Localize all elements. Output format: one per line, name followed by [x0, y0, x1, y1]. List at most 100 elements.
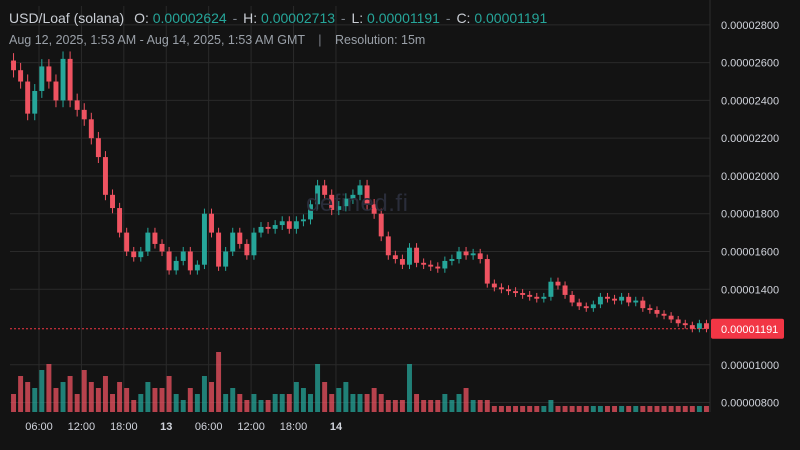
volume-bar — [343, 382, 349, 412]
candle-body — [74, 100, 80, 110]
volume-bar — [81, 370, 87, 412]
candle-body — [60, 58, 66, 101]
volume-bar — [95, 388, 101, 412]
candle-body — [187, 251, 193, 271]
volume-bar — [569, 406, 575, 412]
candle-body — [682, 323, 688, 326]
volume-bar — [470, 400, 476, 412]
candle-body — [336, 206, 342, 210]
candle-body — [696, 323, 702, 329]
candle-body — [548, 281, 554, 297]
candle-body — [392, 255, 398, 260]
candle-body — [152, 232, 158, 244]
candle-body — [166, 251, 172, 271]
candle-body — [11, 60, 17, 71]
volume-bar — [32, 388, 38, 412]
volume-bar — [675, 406, 681, 412]
volume-bar — [456, 394, 462, 412]
candle-body — [626, 296, 632, 303]
price-tick-label: 0.00002400 — [721, 95, 779, 107]
price-tick-label: 0.00001400 — [721, 284, 779, 296]
candle-body — [223, 251, 229, 267]
volume-bar — [152, 388, 158, 412]
candle-body — [527, 294, 533, 297]
volume-bar — [293, 382, 299, 412]
volume-bar — [329, 394, 335, 412]
volume-bar — [138, 394, 144, 412]
volume-bar — [145, 382, 151, 412]
volume-bar — [25, 382, 31, 412]
volume-bar — [619, 406, 625, 412]
close-value: 0.00001191 — [474, 10, 548, 26]
volume-bar — [173, 394, 179, 412]
candle-body — [244, 243, 250, 256]
symbol-title: USD/Loaf (solana) — [9, 10, 125, 26]
candle-body — [661, 313, 667, 316]
candle-body — [562, 285, 568, 295]
candle-body — [53, 81, 59, 101]
volume-bar — [654, 406, 660, 412]
volume-bar — [286, 394, 292, 412]
volume-bar — [548, 400, 554, 412]
watermark: defined.fi — [306, 190, 409, 217]
candle-body — [18, 70, 24, 82]
volume-bar — [498, 406, 504, 412]
candle-body — [293, 221, 299, 229]
candle-body — [343, 198, 349, 207]
candle-body — [145, 232, 151, 252]
candle-body — [668, 315, 674, 320]
volume-bar — [336, 388, 342, 412]
candle-body — [258, 226, 264, 233]
candle-body — [180, 251, 186, 261]
candle-body — [88, 119, 94, 139]
last-price-label: 0.00001191 — [721, 324, 778, 336]
candlestick-series — [11, 51, 709, 333]
high-label: H: — [243, 10, 258, 26]
volume-bar — [110, 394, 115, 412]
resolution: Resolution: 15m — [335, 33, 426, 47]
legend-ohlc: USD/Loaf (solana) O: 0.00002624 - H: 0.0… — [9, 10, 548, 26]
volume-bar — [421, 400, 427, 412]
candle-body — [194, 264, 200, 271]
volume-bar — [223, 394, 229, 412]
volume-bar — [230, 388, 236, 412]
volume-bar — [597, 406, 603, 412]
volume-bar — [350, 394, 356, 412]
volume-bar — [371, 388, 377, 412]
volume-bar — [187, 388, 193, 412]
candle-body — [407, 247, 412, 265]
volume-bar — [703, 406, 709, 412]
candle-body — [569, 294, 575, 303]
volume-bar — [534, 406, 540, 412]
candle-body — [675, 319, 681, 324]
candle-body — [117, 208, 123, 233]
volume-bar — [279, 394, 285, 412]
volume-bar — [407, 364, 412, 412]
candle-body — [67, 58, 73, 101]
candle-body — [279, 221, 285, 226]
time-tick-label: 14 — [330, 421, 343, 433]
volume-bar — [315, 364, 321, 412]
volume-bar — [513, 406, 519, 412]
low-label: L: — [351, 10, 364, 26]
legend-meta: Aug 12, 2025, 1:53 AM - Aug 14, 2025, 1:… — [9, 33, 425, 47]
volume-bar — [216, 352, 222, 412]
volume-bar — [258, 400, 264, 412]
candle-body — [421, 262, 427, 265]
candle-body — [110, 194, 115, 209]
volume-bar — [640, 406, 646, 412]
volume-bar — [555, 406, 561, 412]
volume-bar — [626, 406, 632, 412]
time-tick-label: 12:00 — [237, 421, 265, 433]
volume-bar — [131, 400, 137, 412]
candle-body — [357, 185, 363, 195]
volume-bar — [506, 406, 511, 412]
candle-body — [689, 325, 695, 329]
candle-body — [583, 306, 589, 309]
candle-body — [597, 296, 603, 305]
candle-body — [385, 236, 391, 256]
candle-body — [46, 66, 52, 82]
candle-body — [491, 283, 497, 288]
candle-body — [286, 221, 292, 229]
